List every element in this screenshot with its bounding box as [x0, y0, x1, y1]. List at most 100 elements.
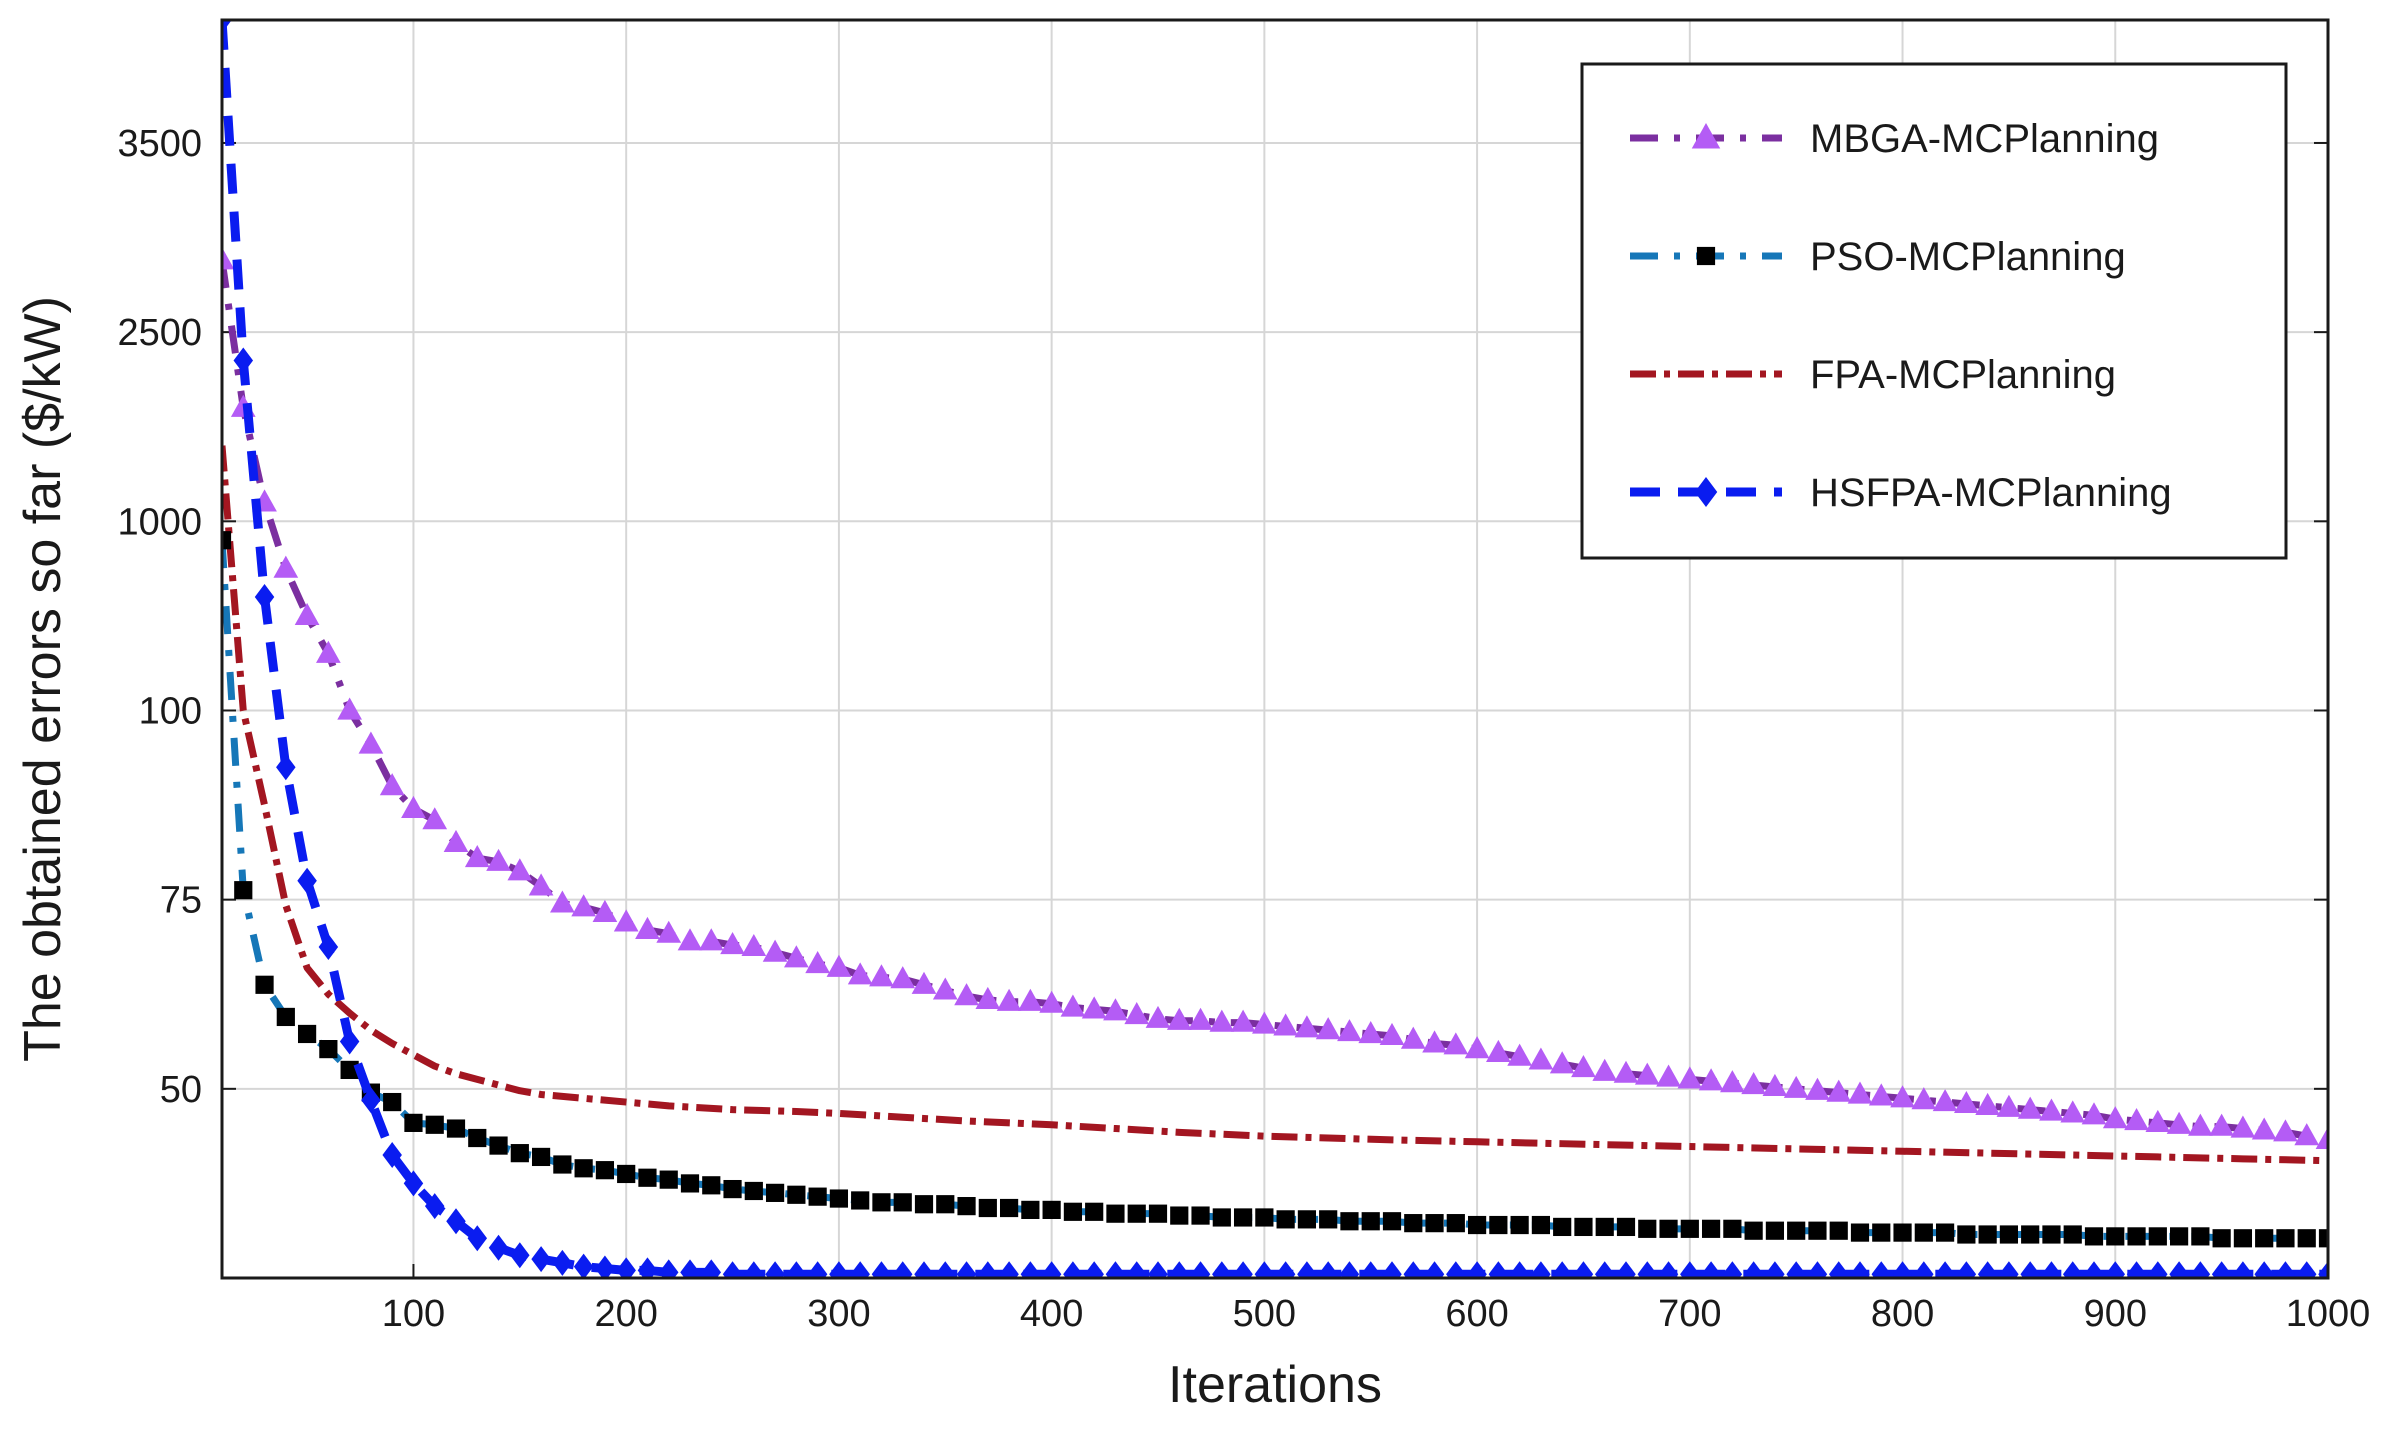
data-point [1911, 1087, 1937, 1110]
data-point [1361, 1212, 1380, 1231]
data-point [914, 1195, 934, 1214]
data-point [382, 1142, 402, 1169]
data-point [1190, 1261, 1211, 1278]
data-point [1868, 1083, 1894, 1106]
data-point [1553, 1217, 1572, 1237]
data-point [847, 962, 873, 985]
data-point [1020, 1261, 1041, 1278]
data-point [276, 1007, 295, 1027]
x-tick-label: 200 [594, 1293, 657, 1335]
data-point [339, 1028, 360, 1055]
data-point [1315, 1017, 1341, 1040]
data-point [613, 909, 639, 932]
data-point [1677, 1066, 1703, 1089]
data-point [1063, 1202, 1083, 1221]
y-tick-label: 50 [160, 1069, 202, 1111]
data-point [1486, 1039, 1511, 1062]
data-point [2297, 1229, 2316, 1248]
data-point [2233, 1229, 2253, 1248]
data-point [954, 983, 979, 1006]
data-point [1126, 1261, 1147, 1278]
data-point [1872, 1223, 1891, 1242]
data-point [1191, 1206, 1210, 1225]
data-point [468, 1128, 487, 1148]
data-point [1741, 1072, 1766, 1095]
data-point [297, 867, 317, 894]
data-point [1723, 1219, 1742, 1238]
data-point [1230, 1009, 1256, 1032]
data-point [1340, 1212, 1359, 1231]
data-point [403, 1170, 424, 1197]
data-point [2294, 1123, 2320, 1146]
data-point [1212, 1261, 1232, 1278]
data-point [1680, 1261, 1700, 1278]
data-point [337, 697, 362, 720]
data-point [1956, 1261, 1977, 1278]
data-point [2211, 1261, 2232, 1278]
data-point [255, 975, 274, 994]
data-point [2190, 1261, 2211, 1278]
data-point [1720, 1070, 1745, 1093]
data-point [510, 1144, 529, 1163]
data-point [1106, 1204, 1125, 1223]
data-point [787, 1185, 806, 1204]
data-point [2166, 1111, 2192, 1134]
data-point [851, 1191, 870, 1210]
data-point [531, 1147, 551, 1167]
series-line [222, 20, 2328, 1278]
data-point [1145, 1005, 1171, 1028]
data-point [2102, 1106, 2128, 1129]
y-tick-label: 2500 [117, 312, 202, 354]
legend: MBGA-MCPlanning PSO-MCPlanning FPA-MCPlann… [1580, 62, 2288, 560]
series-PSO-MCPlanning [222, 531, 2328, 1248]
x-tick-label: 800 [1871, 1293, 1934, 1335]
legend-label: PSO-MCPlanning [1810, 235, 2126, 279]
data-point [358, 731, 384, 754]
data-point [1765, 1261, 1785, 1278]
data-point [1425, 1214, 1444, 1233]
data-point [552, 1249, 573, 1276]
data-point [701, 1259, 722, 1278]
legend-swatch-marker [1696, 246, 1716, 266]
data-point [1021, 1200, 1040, 1219]
data-point [680, 1259, 700, 1278]
data-point [1890, 1085, 1915, 1108]
data-point [1464, 1036, 1490, 1059]
data-point [1041, 1261, 1062, 1278]
data-point [1081, 996, 1107, 1019]
x-tick-label: 100 [382, 1293, 445, 1335]
data-point [2318, 1229, 2328, 1248]
data-point [1892, 1261, 1913, 1278]
data-point [2063, 1225, 2082, 1244]
data-point [1276, 1210, 1295, 1229]
x-tick-label: 500 [1233, 1293, 1296, 1335]
data-point [2254, 1261, 2274, 1278]
data-point [872, 1193, 891, 1212]
data-point [1975, 1092, 2000, 1115]
data-point [978, 1261, 998, 1278]
data-point [808, 1187, 827, 1206]
data-point [2296, 1261, 2317, 1278]
data-point [1871, 1261, 1892, 1278]
data-point [1850, 1223, 1870, 1242]
data-point [2148, 1227, 2167, 1246]
data-point [722, 1261, 743, 1278]
data-point [1613, 1060, 1639, 1083]
data-point [276, 754, 296, 781]
data-point [595, 1255, 615, 1278]
data-point [1978, 1225, 1997, 1244]
data-point [2251, 1117, 2277, 1140]
data-point [1042, 1200, 1061, 1219]
data-point [1422, 1030, 1447, 1053]
data-point [1999, 1225, 2019, 1244]
data-point [510, 1242, 530, 1269]
data-point [784, 945, 809, 968]
data-point [1680, 1219, 1699, 1238]
data-point [488, 1234, 509, 1261]
x-tick-label: 1000 [2286, 1293, 2371, 1335]
data-point [2315, 1126, 2328, 1150]
data-point [1528, 1047, 1554, 1070]
data-point [1400, 1026, 1426, 1049]
data-point [1637, 1261, 1658, 1278]
